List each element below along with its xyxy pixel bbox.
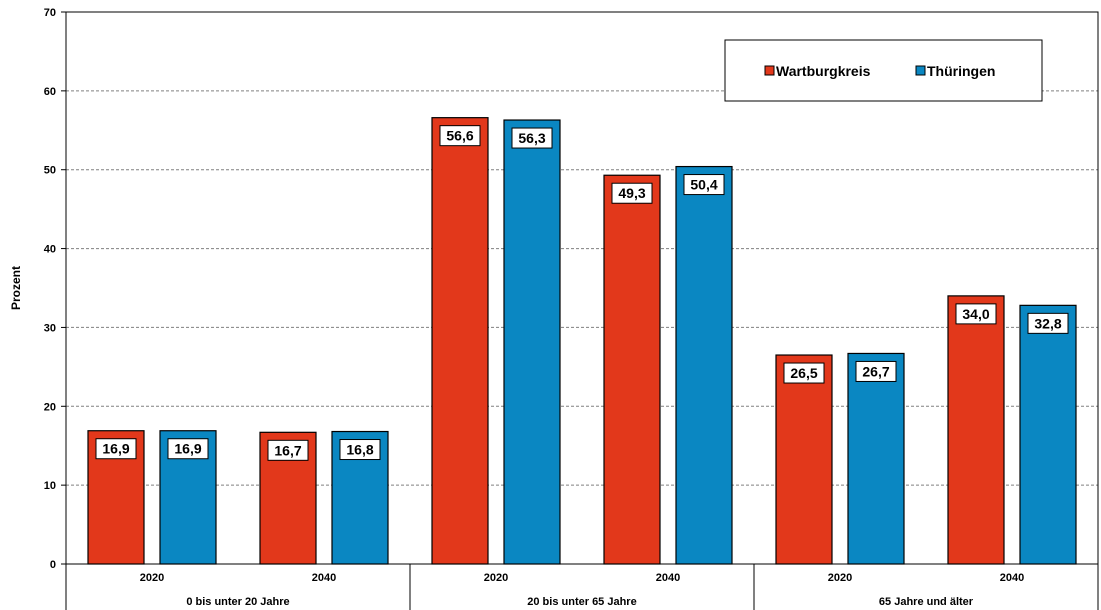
y-tick-label: 30 [44,322,56,334]
bars [87,117,1077,565]
x-tick-label: 2020 [140,572,164,584]
legend: Wartburgkreis Thüringen [724,39,1043,102]
axes: 0 10 20 30 40 50 60 70 2020 2040 2020 2040 2020 2040 0… [44,7,1099,610]
data-label: 16,9 [102,441,129,457]
x-tick-label: 2040 [1000,572,1024,584]
data-label-box [611,182,653,204]
data-label-box [267,439,309,461]
data-label-box [339,439,381,461]
data-label-box [783,362,825,384]
legend-swatch [764,65,775,76]
bar-wartburgkreis [947,295,1005,565]
data-label: 34,0 [962,306,989,322]
group-label: 0 bis unter 20 Jahre [186,596,289,608]
bar-wartburgkreis [775,354,833,565]
data-label-box [1027,312,1069,334]
data-label-box [167,438,209,460]
group-label: 65 Jahre und älter [879,596,974,608]
legend-label: Wartburgkreis [776,63,871,79]
data-label: 49,3 [618,185,645,201]
y-tick-label: 70 [44,7,56,19]
data-label: 16,8 [346,442,373,458]
data-label-box [439,125,481,147]
data-label: 56,6 [446,128,473,144]
y-tick-label: 40 [44,244,56,256]
y-tick-label: 50 [44,165,56,177]
x-tick-label: 2040 [312,572,336,584]
plot-frame [65,11,1099,565]
x-tick-label: 2040 [656,572,680,584]
bar-wartburgkreis [603,174,661,565]
bar-thüringen [1019,304,1077,565]
data-label: 50,4 [690,177,717,193]
data-label-box [95,438,137,460]
y-tick-label: 60 [44,86,56,98]
data-label: 16,7 [274,442,301,458]
data-label: 32,8 [1034,315,1061,331]
bar-thüringen [847,352,905,565]
x-tick-label: 2020 [828,572,852,584]
data-label-box [855,360,897,382]
legend-label: Thüringen [927,63,995,79]
gridlines [66,90,1098,486]
data-label: 26,7 [862,363,889,379]
data-label: 56,3 [518,130,545,146]
y-axis-label: Prozent [9,266,23,310]
group-label: 20 bis unter 65 Jahre [527,596,636,608]
x-tick-label: 2020 [484,572,508,584]
data-label: 26,5 [790,365,817,381]
y-tick-label: 20 [44,401,56,413]
data-label-box [683,174,725,196]
data-label-box [955,303,997,325]
data-label-box [511,127,553,149]
data-label: 16,9 [174,441,201,457]
legend-box [724,39,1043,102]
bar-thüringen [675,165,733,565]
y-tick-label: 10 [44,480,56,492]
data-labels: 16,9 16,9 16,7 16,8 56,6 56,3 49,3 50,4 26,5 26,7… [95,125,1069,461]
bar-thüringen [503,119,561,565]
legend-swatch [915,65,926,76]
bar-wartburgkreis [431,117,489,565]
y-tick-label: 0 [50,559,56,571]
